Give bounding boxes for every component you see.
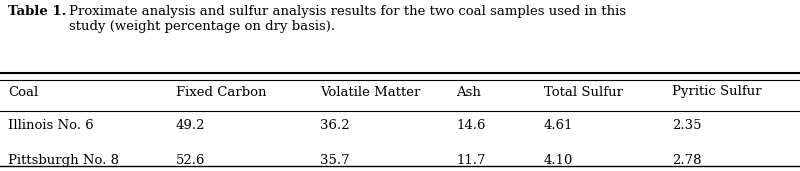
Text: 2.78: 2.78 (672, 154, 702, 167)
Text: Table 1.: Table 1. (8, 5, 66, 18)
Text: 11.7: 11.7 (456, 154, 486, 167)
Text: 2.35: 2.35 (672, 119, 702, 132)
Text: Illinois No. 6: Illinois No. 6 (8, 119, 94, 132)
Text: 52.6: 52.6 (176, 154, 206, 167)
Text: Pyritic Sulfur: Pyritic Sulfur (672, 86, 762, 98)
Text: Volatile Matter: Volatile Matter (320, 86, 420, 98)
Text: 14.6: 14.6 (456, 119, 486, 132)
Text: Coal: Coal (8, 86, 38, 98)
Text: 4.61: 4.61 (544, 119, 574, 132)
Text: 36.2: 36.2 (320, 119, 350, 132)
Text: 4.10: 4.10 (544, 154, 574, 167)
Text: Fixed Carbon: Fixed Carbon (176, 86, 266, 98)
Text: Proximate analysis and sulfur analysis results for the two coal samples used in : Proximate analysis and sulfur analysis r… (69, 5, 626, 33)
Text: Total Sulfur: Total Sulfur (544, 86, 623, 98)
Text: 49.2: 49.2 (176, 119, 206, 132)
Text: Ash: Ash (456, 86, 481, 98)
Text: Pittsburgh No. 8: Pittsburgh No. 8 (8, 154, 119, 167)
Text: 35.7: 35.7 (320, 154, 350, 167)
